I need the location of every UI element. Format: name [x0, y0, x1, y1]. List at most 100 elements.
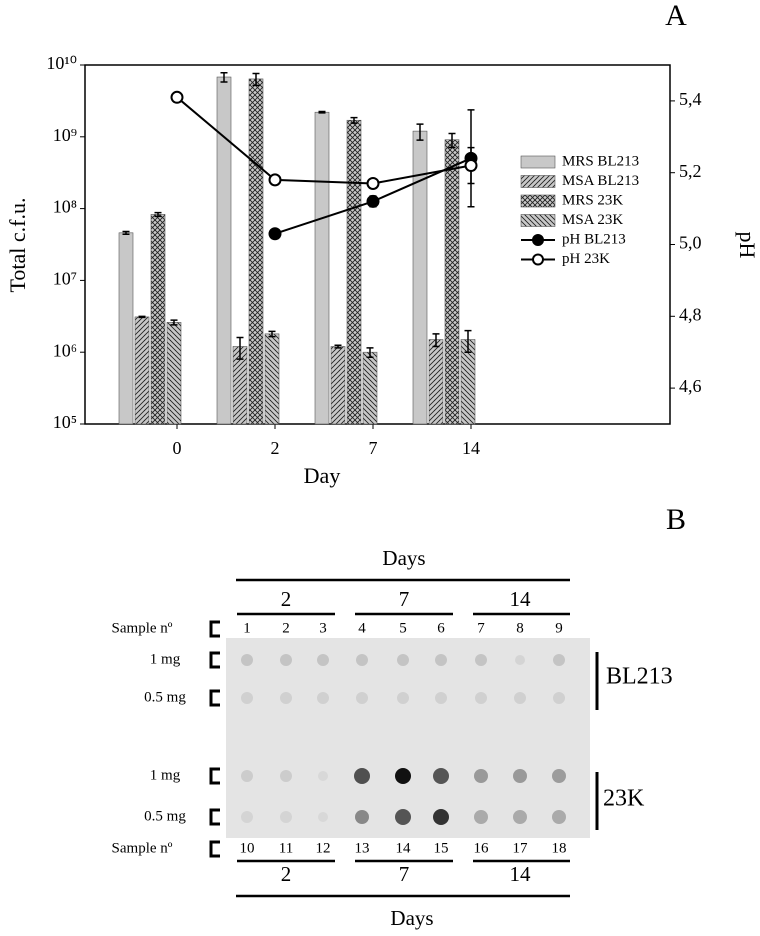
- error-bar: [350, 116, 358, 124]
- legend-swatch: [520, 155, 556, 169]
- sample-number: 17: [513, 840, 529, 856]
- point: [268, 227, 282, 241]
- sample-number: 1: [243, 620, 251, 636]
- error-bar: [416, 123, 424, 141]
- error-bar: [432, 333, 440, 348]
- sample-number: 15: [434, 840, 449, 856]
- y2-tick-label: 4,8: [679, 304, 702, 324]
- y-tick-label: 10⁸: [53, 197, 77, 217]
- bar: [134, 316, 150, 425]
- legend-label: MRS 23K: [562, 192, 623, 208]
- error-bar: [154, 211, 162, 218]
- row-label: 0.5 mg: [144, 689, 186, 705]
- x-tick-label: 7: [369, 438, 378, 458]
- group-label: 2: [281, 862, 292, 886]
- row-label: 1 mg: [150, 767, 181, 783]
- x-tick-label: 14: [462, 438, 480, 458]
- bar: [166, 322, 182, 425]
- x-tick-label: 2: [271, 438, 280, 458]
- bar: [150, 214, 166, 425]
- error-bar: [334, 344, 342, 349]
- strain-label: BL213: [606, 664, 673, 690]
- bar: [362, 351, 378, 425]
- days-title: Days: [390, 906, 433, 930]
- error-bar: [268, 330, 276, 338]
- legend-marker: [532, 253, 544, 266]
- y-tick-label: 10⁹: [53, 125, 77, 145]
- y-tick-label: 10¹⁰: [46, 53, 77, 73]
- sample-number: 9: [555, 620, 563, 636]
- y2-tick-label: 4,6: [679, 376, 702, 396]
- sample-number: 13: [355, 840, 370, 856]
- sample-number: 6: [437, 620, 445, 636]
- row-label: 1 mg: [150, 651, 181, 667]
- legend-swatch: [520, 175, 556, 188]
- sample-number: 5: [399, 620, 407, 636]
- legend-swatch: [520, 194, 556, 208]
- error-bar: [464, 329, 472, 353]
- bar: [264, 333, 280, 425]
- legend-swatch: [520, 214, 556, 227]
- group-label: 14: [510, 587, 532, 611]
- sample-number: 14: [396, 840, 412, 856]
- y2-tick-label: 5,4: [679, 89, 702, 109]
- legend-marker: [532, 234, 544, 246]
- point: [464, 159, 478, 173]
- y-axis-title: Total c.f.u.: [5, 198, 30, 293]
- sample-number: 2: [282, 620, 290, 636]
- error-bar: [220, 71, 228, 83]
- error-bar: [366, 347, 374, 359]
- group-label: 7: [399, 587, 410, 611]
- bar: [314, 111, 330, 425]
- error-bar: [448, 132, 456, 149]
- point: [268, 173, 282, 187]
- point: [170, 90, 184, 104]
- point: [366, 176, 380, 190]
- error-bar: [122, 230, 130, 235]
- error-bar: [252, 72, 260, 87]
- bar: [118, 232, 134, 425]
- y-tick-label: 10⁷: [53, 269, 77, 289]
- sample-number: 18: [552, 840, 567, 856]
- legend-label: pH BL213: [562, 231, 626, 247]
- y2-tick-label: 5,0: [679, 233, 702, 253]
- sample-number: 12: [316, 840, 331, 856]
- sample-number: 7: [477, 620, 485, 636]
- bar: [346, 119, 362, 425]
- legend-label: MRS BL213: [562, 153, 639, 169]
- strain-label: 23K: [603, 786, 645, 812]
- bar: [428, 339, 444, 425]
- error-bar: [236, 336, 244, 360]
- y2-axis-title: pH: [735, 232, 760, 259]
- legend-label: pH 23K: [562, 251, 610, 267]
- group-label: 2: [281, 587, 292, 611]
- bar: [330, 346, 346, 425]
- brackets: [209, 620, 220, 858]
- y-tick-label: 10⁶: [53, 340, 77, 360]
- blot-dots: [241, 654, 566, 825]
- panel-label: B: [666, 503, 686, 536]
- line: [176, 96, 472, 185]
- bar: [248, 78, 264, 425]
- group-label: 14: [510, 862, 532, 886]
- sample-number: 11: [279, 840, 293, 856]
- sample-number: 8: [516, 620, 524, 636]
- row-label: 0.5 mg: [144, 808, 186, 824]
- error-bar: [318, 110, 326, 114]
- y2-tick-label: 5,2: [679, 161, 702, 181]
- blot: [226, 638, 590, 838]
- sample-number: 4: [358, 620, 366, 636]
- sample-number: 16: [474, 840, 490, 856]
- sample-label: Sample nº: [112, 840, 173, 856]
- sample-label: Sample nº: [112, 620, 173, 636]
- legend-label: MSA 23K: [562, 212, 623, 228]
- point: [366, 194, 380, 208]
- bar: [444, 139, 460, 425]
- days-title: Days: [382, 546, 425, 570]
- x-tick-label: 0: [173, 438, 182, 458]
- group-label: 7: [399, 862, 410, 886]
- x-axis-title: Day: [304, 463, 341, 488]
- legend-label: MSA BL213: [562, 173, 639, 189]
- y-tick-label: 10⁵: [53, 412, 77, 432]
